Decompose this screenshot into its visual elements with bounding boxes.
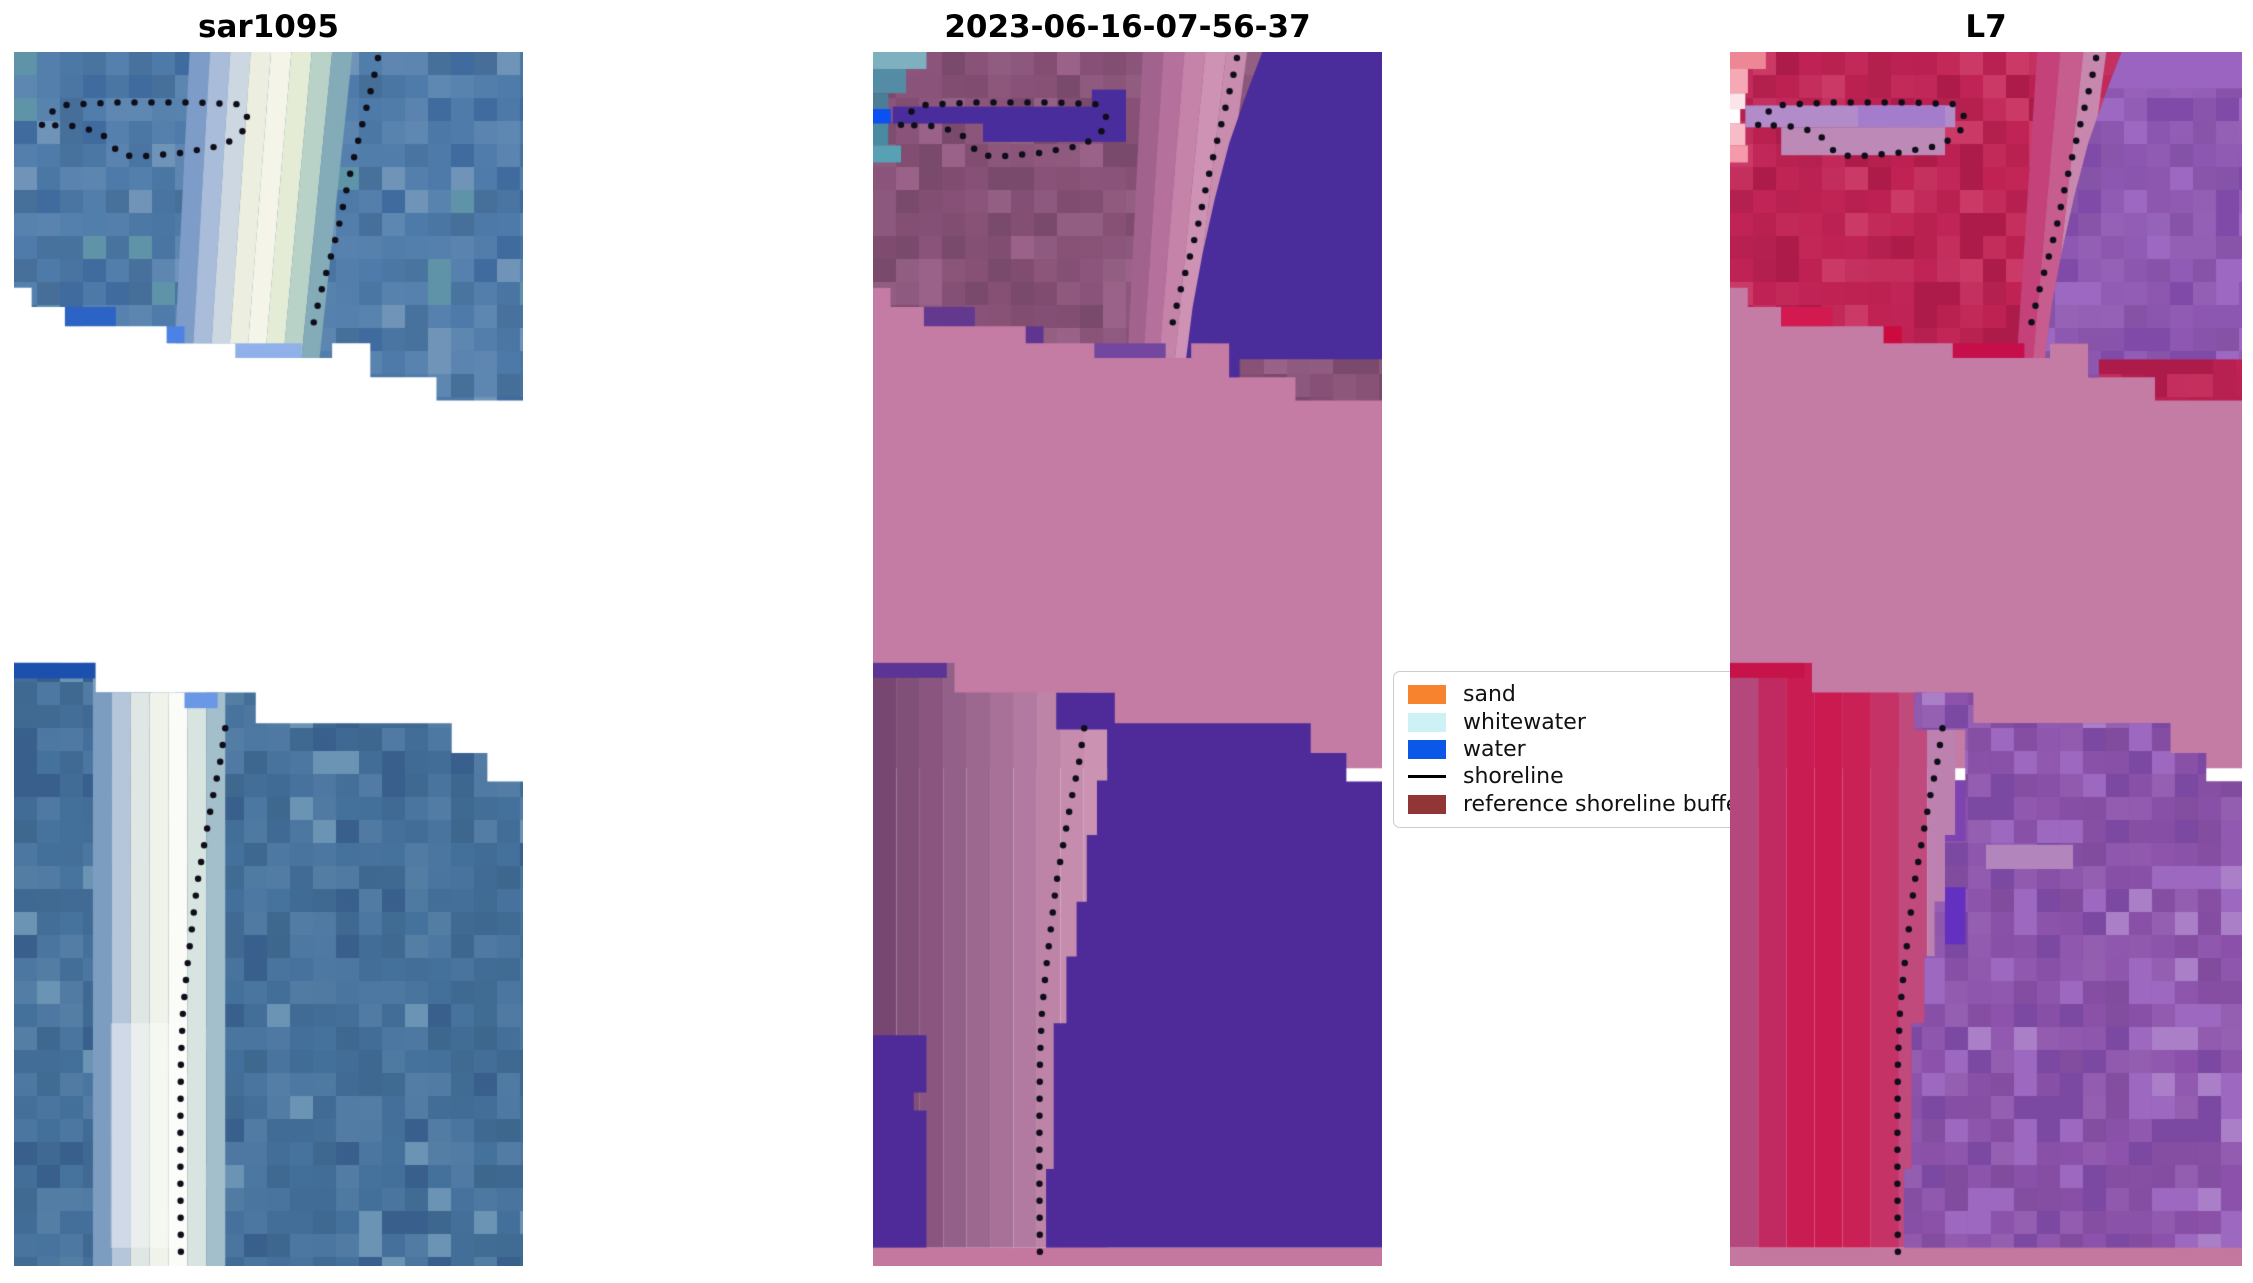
- legend-label-water: water: [1463, 737, 1526, 763]
- l7-image: [1730, 52, 2242, 1266]
- legend-item-sand: sand: [1408, 681, 1734, 708]
- whitewater-swatch: [1408, 712, 1446, 732]
- legend-item-whitewater: whitewater: [1408, 708, 1734, 735]
- legend-label-shoreline: shoreline: [1463, 764, 1564, 790]
- shoreline-line-swatch: [1408, 775, 1446, 779]
- legend-label-whitewater: whitewater: [1463, 709, 1586, 735]
- legend-label-sand: sand: [1463, 682, 1516, 708]
- panel-title-date: 2023-06-16-07-56-37: [944, 9, 1311, 45]
- legend: sand whitewater water shoreline referenc…: [1393, 671, 1748, 828]
- reference-buffer-swatch: [1408, 794, 1446, 814]
- panel-title-l7: L7: [1965, 9, 2007, 45]
- panel-title-sar: sar1095: [198, 9, 339, 45]
- legend-item-water: water: [1408, 736, 1734, 763]
- sar1095-image: [14, 52, 523, 1266]
- legend-label-reference-buffer: reference shoreline buffer: [1463, 791, 1749, 817]
- classified-image: [873, 52, 1382, 1266]
- legend-item-shoreline: shoreline: [1408, 763, 1734, 790]
- water-swatch: [1408, 740, 1446, 760]
- sand-swatch: [1408, 685, 1446, 705]
- legend-item-reference-buffer: reference shoreline buffer: [1408, 791, 1748, 818]
